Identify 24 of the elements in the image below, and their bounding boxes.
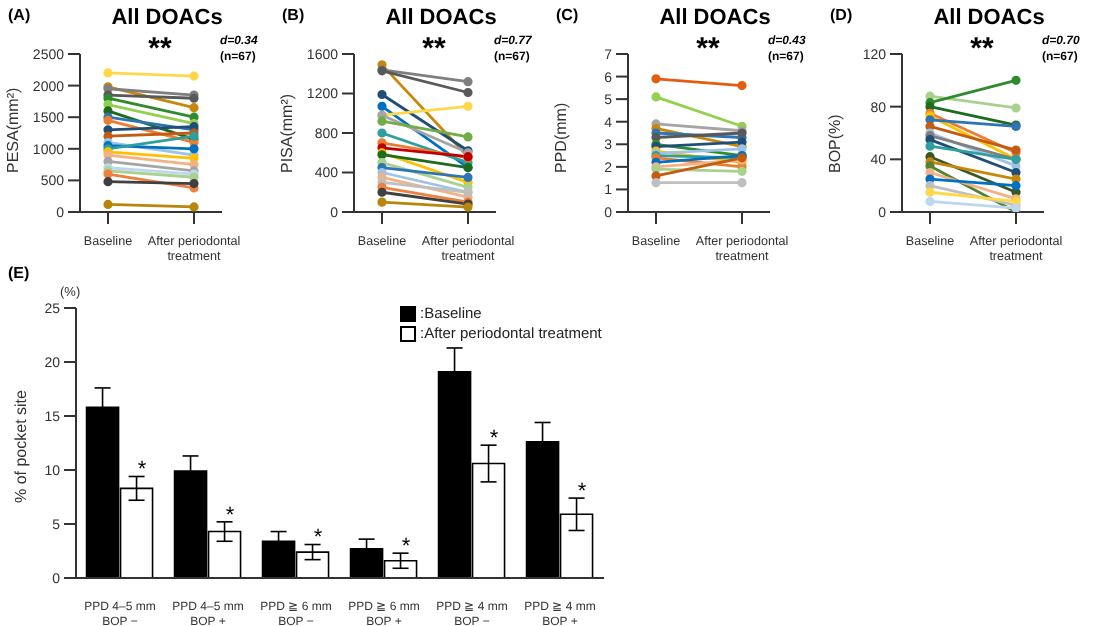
- annotation: *: [137, 458, 148, 483]
- text: (B): [282, 6, 305, 24]
- annotation: **: [970, 32, 994, 66]
- chart-title: All DOACs: [109, 6, 225, 30]
- annotation: **: [148, 32, 172, 66]
- y-axis-title: PPD(mm): [551, 102, 570, 173]
- text: (E): [8, 264, 30, 282]
- annotation: **: [422, 32, 446, 66]
- text: (D): [830, 6, 853, 24]
- annotation: *: [401, 535, 412, 559]
- y-axis-title: % of pocket site: [11, 388, 30, 503]
- annotation: *: [225, 503, 236, 528]
- annotation: *: [577, 479, 588, 504]
- annotation: *: [489, 427, 500, 451]
- annotation: *: [313, 526, 324, 551]
- y-axis-title: BOP(%): [825, 113, 844, 173]
- chart-title: All DOACs: [657, 6, 773, 30]
- text: (C): [556, 6, 579, 24]
- y-axis-title: PESA(mm²): [3, 87, 22, 173]
- annotation: **: [696, 32, 720, 66]
- chart-title: All DOACs: [931, 6, 1047, 30]
- y-axis-title: PISA(mm²): [277, 93, 296, 173]
- text: (A): [8, 6, 31, 24]
- chart-title: All DOACs: [383, 6, 499, 30]
